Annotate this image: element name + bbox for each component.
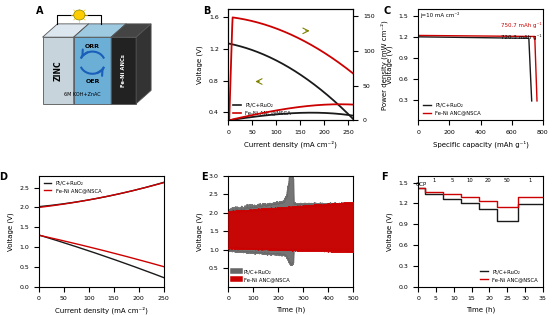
- Text: OER: OER: [85, 79, 100, 84]
- Polygon shape: [43, 37, 74, 104]
- Polygon shape: [74, 24, 126, 37]
- Legend: Pt/C+RuO₂, Fe-Ni ANC@NSCA: Pt/C+RuO₂, Fe-Ni ANC@NSCA: [42, 178, 104, 195]
- Polygon shape: [74, 24, 89, 104]
- Text: OCP: OCP: [416, 182, 427, 187]
- Y-axis label: Power density (mW cm⁻²): Power density (mW cm⁻²): [380, 20, 388, 110]
- X-axis label: Current density (mA cm⁻²): Current density (mA cm⁻²): [244, 140, 337, 148]
- X-axis label: Specific capacity (mAh g⁻¹): Specific capacity (mAh g⁻¹): [433, 140, 529, 148]
- Text: ZINC: ZINC: [54, 60, 63, 81]
- Y-axis label: Voltage (V): Voltage (V): [197, 46, 203, 84]
- Polygon shape: [111, 37, 136, 104]
- Text: ORR: ORR: [85, 43, 100, 49]
- Text: 1: 1: [433, 178, 436, 183]
- Text: 1: 1: [529, 178, 532, 183]
- X-axis label: Current density (mA cm⁻²): Current density (mA cm⁻²): [55, 307, 147, 314]
- Polygon shape: [111, 24, 126, 104]
- Polygon shape: [111, 24, 151, 37]
- Text: 5: 5: [450, 178, 454, 183]
- Y-axis label: Voltage (V): Voltage (V): [197, 212, 203, 250]
- Text: F: F: [381, 172, 387, 182]
- Circle shape: [74, 10, 85, 20]
- Text: A: A: [36, 6, 44, 16]
- Text: 750.7 mAh g⁻¹: 750.7 mAh g⁻¹: [501, 22, 541, 28]
- Text: 720.3 mAh g⁻¹: 720.3 mAh g⁻¹: [501, 34, 541, 40]
- Text: D: D: [0, 172, 7, 182]
- Y-axis label: Voltage (V): Voltage (V): [387, 212, 393, 250]
- Text: B: B: [203, 6, 211, 16]
- Legend: Pt/C+RuO₂, Fe-Ni ANC@NSCA: Pt/C+RuO₂, Fe-Ni ANC@NSCA: [421, 101, 483, 118]
- Legend: Pt/C+RuO₂, Fe-Ni ANC@NSCA: Pt/C+RuO₂, Fe-Ni ANC@NSCA: [478, 267, 540, 284]
- Polygon shape: [74, 37, 111, 104]
- Text: 10: 10: [466, 178, 473, 183]
- Legend: Pt/C+RuO₂, Fe-Ni ANC@NSCA: Pt/C+RuO₂, Fe-Ni ANC@NSCA: [231, 267, 291, 284]
- Y-axis label: Voltage (V): Voltage (V): [387, 46, 393, 84]
- Text: 50: 50: [504, 178, 511, 183]
- Text: Fe-Ni ANCs: Fe-Ni ANCs: [121, 54, 126, 87]
- X-axis label: Time (h): Time (h): [466, 307, 495, 313]
- Legend: Pt/C+RuO₂, Fe-Ni ANC@NSCA: Pt/C+RuO₂, Fe-Ni ANC@NSCA: [231, 101, 293, 118]
- Text: 20: 20: [484, 178, 491, 183]
- Text: C: C: [383, 6, 391, 16]
- Text: j=10 mA cm⁻²: j=10 mA cm⁻²: [420, 12, 460, 18]
- Y-axis label: Voltage (V): Voltage (V): [7, 212, 14, 250]
- Text: 6M KOH+ZnAC: 6M KOH+ZnAC: [64, 92, 101, 97]
- Polygon shape: [43, 24, 89, 37]
- X-axis label: Time (h): Time (h): [276, 307, 305, 313]
- Polygon shape: [136, 24, 151, 104]
- Text: E: E: [201, 172, 208, 182]
